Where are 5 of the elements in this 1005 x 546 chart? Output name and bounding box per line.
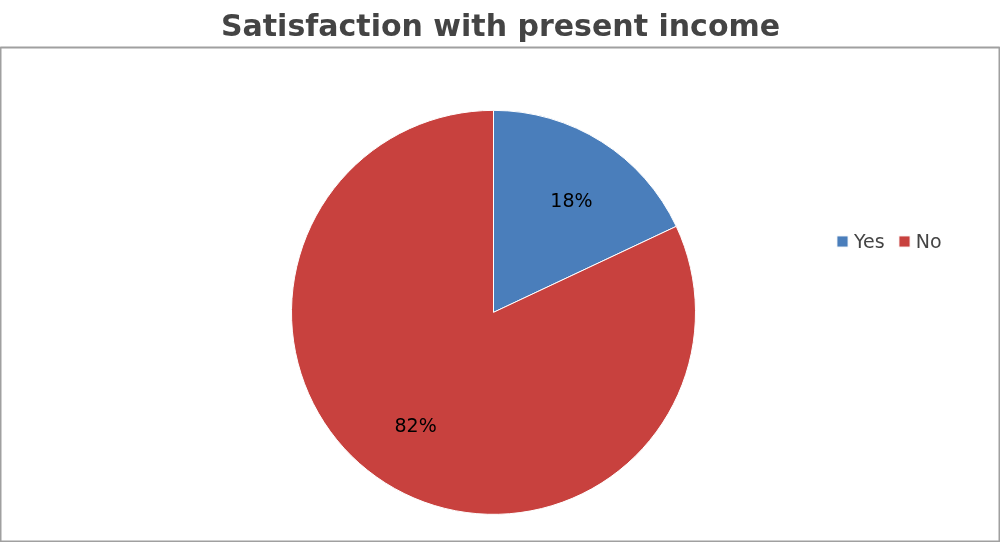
chart-title: Satisfaction with present income <box>220 7 781 43</box>
data-label: 82% <box>394 413 437 436</box>
legend-label: No <box>915 230 942 252</box>
data-label: 18% <box>550 189 593 212</box>
legend-label: Yes <box>854 230 885 252</box>
